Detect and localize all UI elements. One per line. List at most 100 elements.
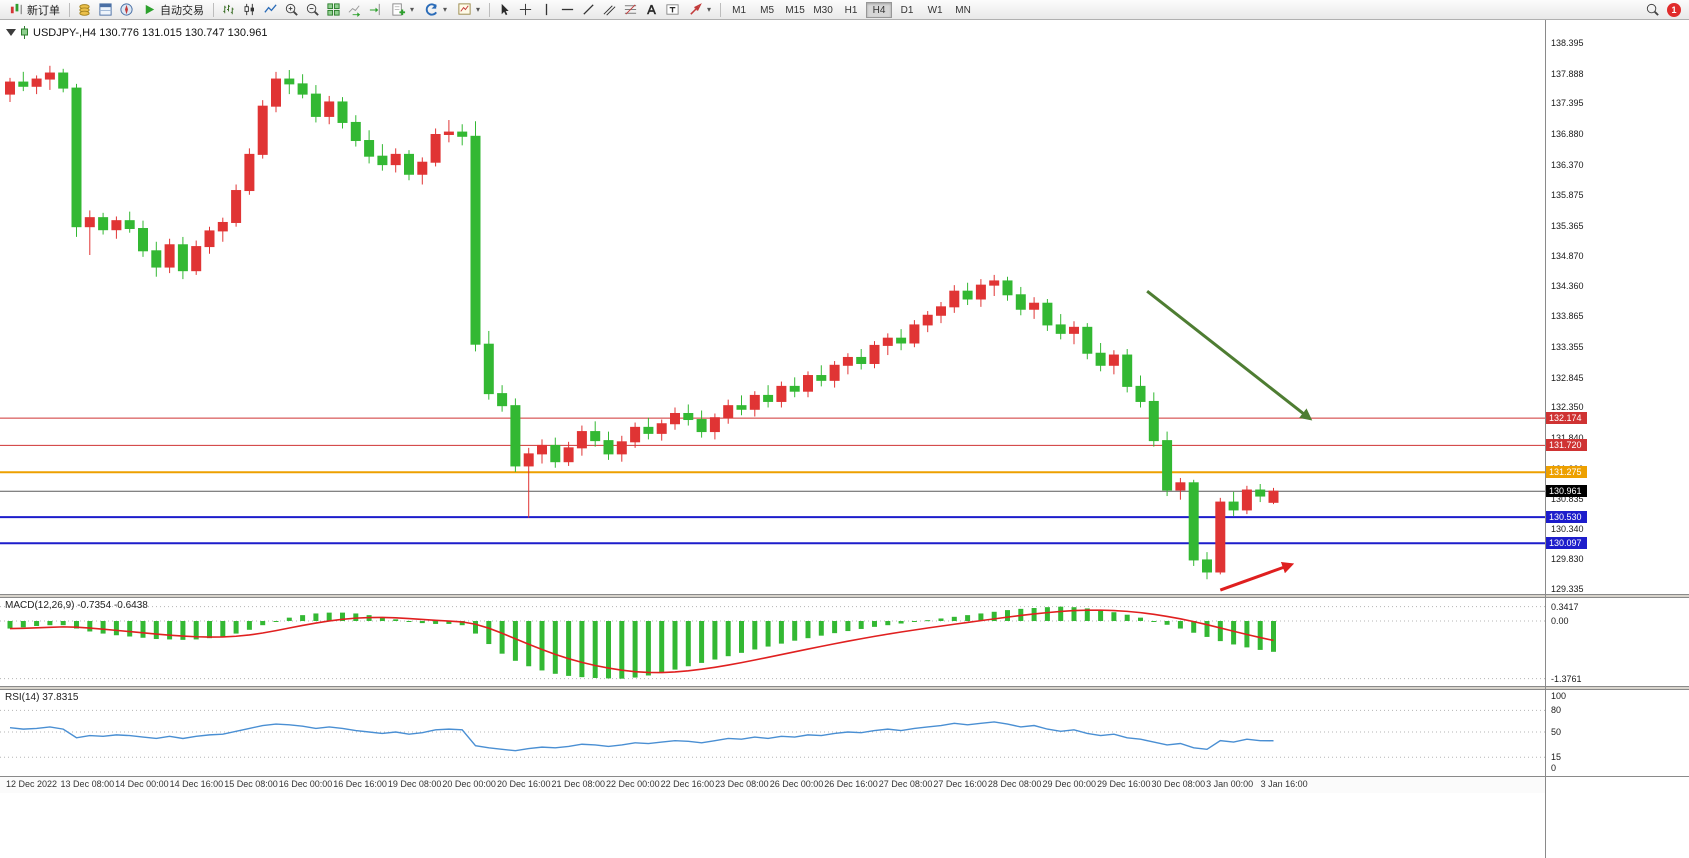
equidistant-channel-button[interactable]: [599, 1, 620, 19]
time-label: 3 Jan 00:00: [1206, 779, 1254, 789]
new-chart-button[interactable]: ▾: [386, 1, 419, 19]
scale-divider: [1546, 776, 1689, 777]
arrows-button[interactable]: ▾: [683, 1, 716, 19]
text-label-button[interactable]: [662, 1, 683, 19]
one-click-trading-icon[interactable]: [6, 29, 16, 36]
time-label: 28 Dec 08:00: [987, 779, 1042, 789]
macd-signal-line: [9, 609, 1274, 674]
horizontal-line-icon: [561, 8, 574, 11]
price-tag: 130.097: [1546, 537, 1587, 550]
macd-axis-label: 0.3417: [1551, 601, 1579, 612]
price-label: 130.340: [1551, 523, 1584, 534]
autoscroll-icon: [348, 5, 361, 17]
reversal-arrow[interactable]: [1219, 561, 1295, 592]
main-chart-canvas[interactable]: [0, 20, 1545, 594]
candle-glyph-icon: [21, 26, 28, 39]
bar-chart-button[interactable]: [218, 1, 239, 19]
time-label: 20 Dec 16:00: [496, 779, 551, 789]
fibonacci-icon: [624, 4, 637, 15]
price-label: 130.835: [1551, 493, 1584, 504]
time-label: 20 Dec 00:00: [442, 779, 496, 789]
trendline-button[interactable]: [578, 1, 599, 19]
candles-layer[interactable]: [5, 65, 1279, 580]
line-chart-icon: [264, 4, 277, 13]
toolbar-separator: [69, 2, 70, 17]
rsi-axis-label: 15: [1551, 752, 1562, 763]
time-label: 27 Dec 16:00: [933, 779, 987, 789]
zoom-in-button[interactable]: [281, 1, 302, 19]
chart-title-bar: USDJPY-,H4 130.776 131.015 130.747 130.9…: [6, 26, 267, 39]
pane-splitter[interactable]: [0, 686, 1545, 690]
tile-windows-icon: [327, 3, 340, 16]
price-tag: 131.720: [1546, 439, 1587, 452]
price-label: 136.880: [1551, 129, 1584, 140]
cursor-icon: [501, 3, 509, 16]
autotrade-button[interactable]: 自动交易: [137, 1, 209, 19]
search-icon: [1646, 3, 1659, 16]
price-label: 132.350: [1551, 402, 1584, 413]
price-tag: 132.174: [1546, 412, 1587, 425]
vertical-line-button[interactable]: [536, 1, 557, 19]
toolbar: 新订单 自动交易 ▾ ▾: [0, 0, 1689, 20]
price-scale[interactable]: 138.395 137.888 137.395 136.880 136.370 135.8…: [1545, 20, 1689, 858]
market-watch-button[interactable]: [74, 1, 95, 19]
macd-axis-label: 0.00: [1551, 616, 1569, 626]
pane-splitter[interactable]: [1546, 686, 1689, 690]
search-button[interactable]: [1642, 1, 1663, 19]
timeframe-m30[interactable]: M30: [813, 4, 833, 16]
new-order-button[interactable]: 新订单: [4, 1, 65, 19]
crosshair-button[interactable]: [515, 1, 536, 19]
rsi-axis-label: 80: [1551, 705, 1562, 716]
price-label: 134.360: [1551, 281, 1584, 292]
tile-windows-button[interactable]: [323, 1, 344, 19]
time-label: 14 Dec 00:00: [115, 779, 169, 789]
pane-splitter[interactable]: [0, 594, 1545, 598]
timeframe-m1[interactable]: M1: [732, 4, 747, 16]
notification-badge[interactable]: 1: [1667, 2, 1681, 17]
timeframe-h4[interactable]: H4: [866, 1, 893, 18]
equidistant-channel-icon: [603, 5, 616, 16]
trendline-icon: [583, 4, 594, 15]
main-price-pane[interactable]: USDJPY-,H4 130.776 131.015 130.747 130.9…: [0, 20, 1545, 594]
chart-shift-button[interactable]: [365, 1, 386, 19]
time-label: 27 Dec 08:00: [878, 779, 933, 789]
macd-canvas[interactable]: [0, 598, 1545, 686]
profiles-button[interactable]: ▾: [419, 1, 452, 19]
macd-pane[interactable]: MACD(12,26,9) -0.7354 -0.6438: [0, 598, 1545, 686]
cursor-button[interactable]: [494, 1, 515, 19]
chart-window: USDJPY-,H4 130.776 131.015 130.747 130.9…: [0, 20, 1689, 858]
downtrend-arrow[interactable]: [1146, 289, 1313, 421]
pane-splitter[interactable]: [1546, 594, 1689, 598]
timeframe-m5[interactable]: M5: [760, 4, 775, 16]
rsi-line: [9, 721, 1274, 752]
line-chart-button[interactable]: [260, 1, 281, 19]
time-label: 22 Dec 16:00: [660, 779, 715, 789]
timeframe-mn[interactable]: MN: [955, 4, 971, 16]
fibonacci-button[interactable]: [620, 1, 641, 19]
timeframe-m15[interactable]: M15: [785, 4, 805, 16]
candlestick-chart-icon: [244, 3, 254, 16]
data-window-button[interactable]: [95, 1, 116, 19]
candlestick-chart-button[interactable]: [239, 1, 260, 19]
current-price-tag: 130.961: [1546, 485, 1587, 498]
price-label: 131.840: [1551, 433, 1584, 444]
price-label: 137.888: [1551, 68, 1584, 79]
timeframe-w1[interactable]: W1: [927, 4, 943, 16]
rsi-pane[interactable]: RSI(14) 37.8315: [0, 690, 1545, 776]
timeframe-h1[interactable]: H1: [844, 4, 858, 16]
price-label: 132.845: [1551, 372, 1584, 383]
horizontal-line-button[interactable]: [557, 1, 578, 19]
autoscroll-button[interactable]: [344, 1, 365, 19]
time-label: 26 Dec 16:00: [824, 779, 878, 789]
time-axis[interactable]: 12 Dec 2022 13 Dec 08:00 14 Dec 00:00 14 De…: [0, 776, 1545, 793]
timeframe-d1[interactable]: D1: [900, 4, 914, 16]
templates-button[interactable]: ▾: [452, 1, 485, 19]
zoom-out-icon: [306, 3, 319, 16]
price-label: 136.370: [1551, 160, 1584, 171]
navigator-button[interactable]: [116, 1, 137, 19]
new-order-icon: [10, 3, 22, 15]
text-button[interactable]: [641, 1, 662, 19]
rsi-canvas[interactable]: [0, 690, 1545, 776]
rsi-axis-label: 0: [1551, 763, 1557, 773]
zoom-out-button[interactable]: [302, 1, 323, 19]
